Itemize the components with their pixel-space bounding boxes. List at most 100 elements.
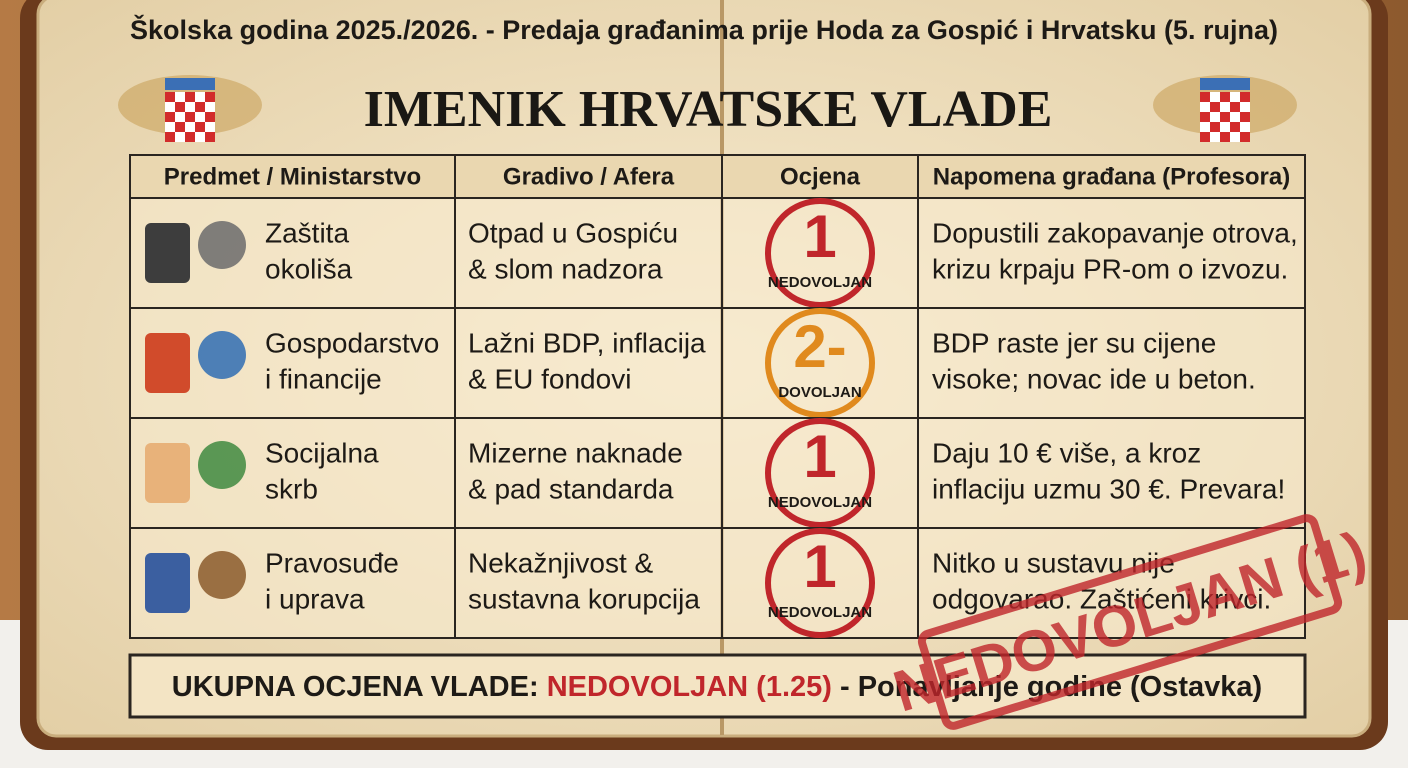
column-header: Predmet / Ministarstvo	[164, 163, 421, 190]
subject-line: okoliša	[265, 253, 353, 284]
grade-label: NEDOVOLJAN	[768, 494, 872, 511]
note-line: Nitko u sustavu nije	[932, 547, 1175, 578]
header-row	[129, 154, 1306, 199]
checker	[1230, 92, 1240, 102]
topic-line: Mizerne naknade	[468, 437, 683, 468]
checker	[1200, 92, 1210, 102]
checker	[1210, 92, 1220, 102]
subject-line: Socijalna	[265, 437, 379, 468]
checker	[175, 122, 185, 132]
checker	[205, 122, 215, 132]
crown	[1200, 78, 1250, 90]
grade: 1	[803, 533, 836, 600]
subject-line: i uprava	[265, 583, 365, 614]
checker	[1220, 122, 1230, 132]
checker	[175, 102, 185, 112]
checker	[175, 112, 185, 122]
grade: 1	[803, 203, 836, 270]
row-icon	[198, 551, 246, 599]
checker	[1230, 112, 1240, 122]
checker	[1200, 102, 1210, 112]
checker	[1240, 112, 1250, 122]
checker	[1220, 92, 1230, 102]
checker	[195, 132, 205, 142]
checker	[195, 92, 205, 102]
checker	[1240, 102, 1250, 112]
row-icon	[145, 333, 190, 393]
checker	[185, 122, 195, 132]
checker	[1230, 132, 1240, 142]
checker	[205, 92, 215, 102]
checker	[1220, 112, 1230, 122]
topic-line: & EU fondovi	[468, 363, 631, 394]
emblems	[118, 75, 1297, 142]
subject-line: skrb	[265, 473, 318, 504]
grade-label: NEDOVOLJAN	[768, 274, 872, 291]
summary: UKUPNA OCJENA VLADE: NEDOVOLJAN (1.25) -…	[172, 671, 1262, 703]
row-icon	[145, 443, 190, 503]
subject-line: Pravosuđe	[265, 547, 399, 578]
checker	[195, 112, 205, 122]
checker	[185, 132, 195, 142]
row-icon	[145, 553, 190, 613]
checker	[1210, 132, 1220, 142]
topic-line: & pad standarda	[468, 473, 674, 504]
row-icon	[198, 221, 246, 269]
checker	[1230, 102, 1240, 112]
column-header: Gradivo / Afera	[503, 163, 675, 190]
note-line: Daju 10 € više, a kroz	[932, 437, 1201, 468]
grade-circle	[765, 418, 875, 528]
grade: 2-	[793, 313, 846, 380]
row-icon	[198, 441, 246, 489]
checker	[165, 132, 175, 142]
subtitle: Školska godina 2025./2026. - Predaja gra…	[130, 14, 1278, 45]
checker	[1240, 132, 1250, 142]
subject-line: Zaštita	[265, 217, 349, 248]
column-header: Ocjena	[780, 163, 861, 190]
column-header: Napomena građana (Profesora)	[933, 163, 1290, 190]
checker	[205, 102, 215, 112]
topic-line: Lažni BDP, inflacija	[468, 327, 706, 358]
checker	[165, 92, 175, 102]
checker	[1200, 112, 1210, 122]
summary-box	[128, 653, 1307, 719]
checker	[175, 132, 185, 142]
checker	[1200, 132, 1210, 142]
checker	[205, 132, 215, 142]
grade: 1	[803, 423, 836, 490]
note-line: inflaciju uzmu 30 €. Prevara!	[932, 473, 1285, 504]
checker	[185, 112, 195, 122]
checker	[195, 122, 205, 132]
grade-table	[129, 154, 1306, 639]
checker	[165, 122, 175, 132]
checker	[1220, 102, 1230, 112]
checker	[175, 92, 185, 102]
checker	[1240, 122, 1250, 132]
checker	[1240, 92, 1250, 102]
subject-line: Gospodarstvo	[265, 327, 439, 358]
stamp-border	[917, 514, 1343, 730]
checker	[185, 102, 195, 112]
checker	[1210, 122, 1220, 132]
summary-prefix: UKUPNA OCJENA VLADE:	[172, 671, 539, 703]
title: IMENIK HRVATSKE VLADE	[364, 81, 1053, 138]
row-icon	[145, 223, 190, 283]
note-line: BDP raste jer su cijene	[932, 327, 1216, 358]
subject-line: i financije	[265, 363, 382, 394]
checker	[1230, 122, 1240, 132]
topic-line: & slom nadzora	[468, 253, 663, 284]
grade-circle	[765, 198, 875, 308]
note-line: Dopustili zakopavanje otrova,	[932, 217, 1298, 248]
grade-label: DOVOLJAN	[778, 384, 861, 401]
grade-label: NEDOVOLJAN	[768, 604, 872, 621]
grade-circle	[765, 308, 875, 418]
note-line: odgovarao. Zaštićeni krivci.	[932, 583, 1271, 614]
checker	[205, 112, 215, 122]
checker	[165, 112, 175, 122]
row-icon	[198, 331, 246, 379]
checker	[195, 102, 205, 112]
note-line: visoke; novac ide u beton.	[932, 363, 1256, 394]
note-line: krizu krpaju PR-om o izvozu.	[932, 253, 1288, 284]
